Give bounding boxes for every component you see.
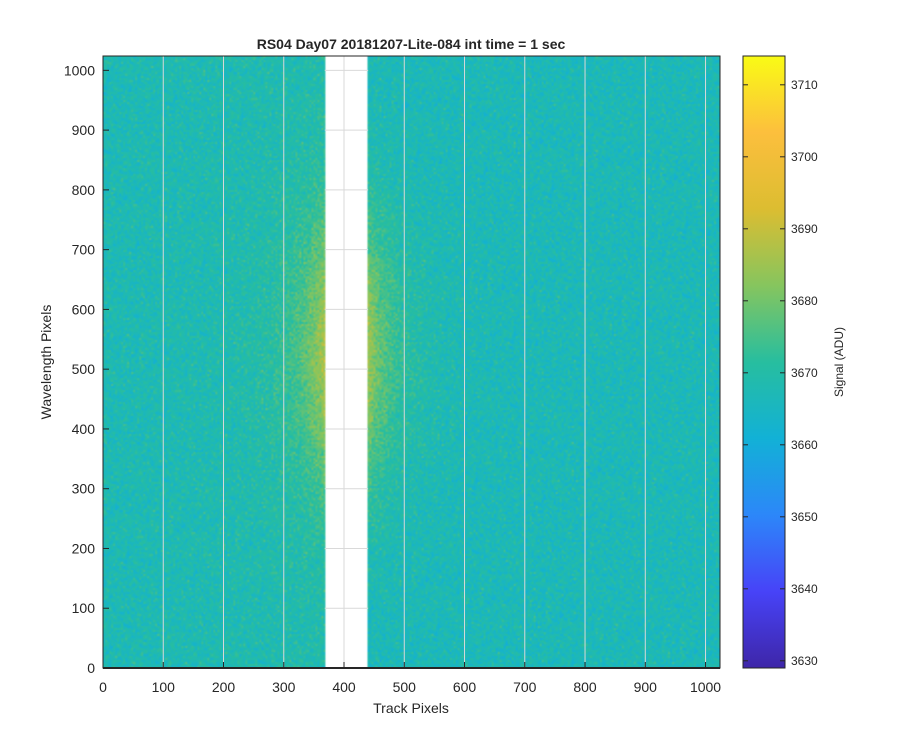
colorbar-tick-label: 3710 bbox=[791, 78, 818, 92]
y-tick-label: 300 bbox=[72, 481, 96, 497]
x-tick-label: 300 bbox=[272, 679, 296, 695]
y-tick-label: 600 bbox=[72, 301, 96, 317]
x-tick-label: 800 bbox=[573, 679, 597, 695]
y-axis-label: Wavelength Pixels bbox=[38, 305, 54, 420]
plot-area bbox=[102, 55, 721, 669]
chart-title: RS04 Day07 20181207-Lite-084 int time = … bbox=[257, 36, 566, 52]
colorbar: 3630 3640 3650 3660 3670 3680 3690 3700 3710 Sig… bbox=[742, 55, 846, 669]
y-axis-ticks: 0 100 200 300 400 500 600 700 800 900 1000 bbox=[64, 62, 109, 676]
x-tick-label: 500 bbox=[393, 679, 417, 695]
x-axis-label: Track Pixels bbox=[373, 700, 449, 716]
colorbar-tick-label: 3690 bbox=[791, 222, 818, 236]
x-tick-label: 200 bbox=[212, 679, 236, 695]
y-tick-label: 200 bbox=[72, 540, 96, 556]
colorbar-tick-label: 3630 bbox=[791, 654, 818, 668]
colorbar-tick-label: 3650 bbox=[791, 510, 818, 524]
colorbar-tick-label: 3680 bbox=[791, 294, 818, 308]
x-tick-label: 1000 bbox=[690, 679, 721, 695]
x-tick-label: 600 bbox=[453, 679, 477, 695]
y-tick-label: 900 bbox=[72, 122, 96, 138]
y-tick-label: 100 bbox=[72, 600, 96, 616]
y-tick-label: 800 bbox=[72, 182, 96, 198]
colorbar-tick-label: 3670 bbox=[791, 366, 818, 380]
y-tick-label: 400 bbox=[72, 421, 96, 437]
colorbar-frame bbox=[742, 55, 786, 669]
x-tick-label: 100 bbox=[152, 679, 176, 695]
colorbar-label: Signal (ADU) bbox=[832, 327, 846, 397]
y-tick-label: 500 bbox=[72, 361, 96, 377]
grid-lines bbox=[162, 56, 707, 668]
x-tick-label: 900 bbox=[634, 679, 658, 695]
colorbar-fill bbox=[743, 56, 785, 668]
colorbar-tick-label: 3700 bbox=[791, 150, 818, 164]
y-tick-label: 0 bbox=[87, 660, 95, 676]
heatmap-image bbox=[103, 56, 720, 668]
y-tick-label: 700 bbox=[72, 242, 96, 258]
colorbar-ticks: 3630 3640 3650 3660 3670 3680 3690 3700 3710 bbox=[743, 78, 818, 668]
colorbar-tick-label: 3640 bbox=[791, 582, 818, 596]
x-tick-label: 0 bbox=[99, 679, 107, 695]
colorbar-tick-label: 3660 bbox=[791, 438, 818, 452]
x-tick-label: 400 bbox=[332, 679, 356, 695]
y-tick-label: 1000 bbox=[64, 62, 95, 78]
x-tick-label: 700 bbox=[513, 679, 537, 695]
x-axis-ticks: 0 100 200 300 400 500 600 700 800 900 1000 bbox=[99, 662, 721, 695]
